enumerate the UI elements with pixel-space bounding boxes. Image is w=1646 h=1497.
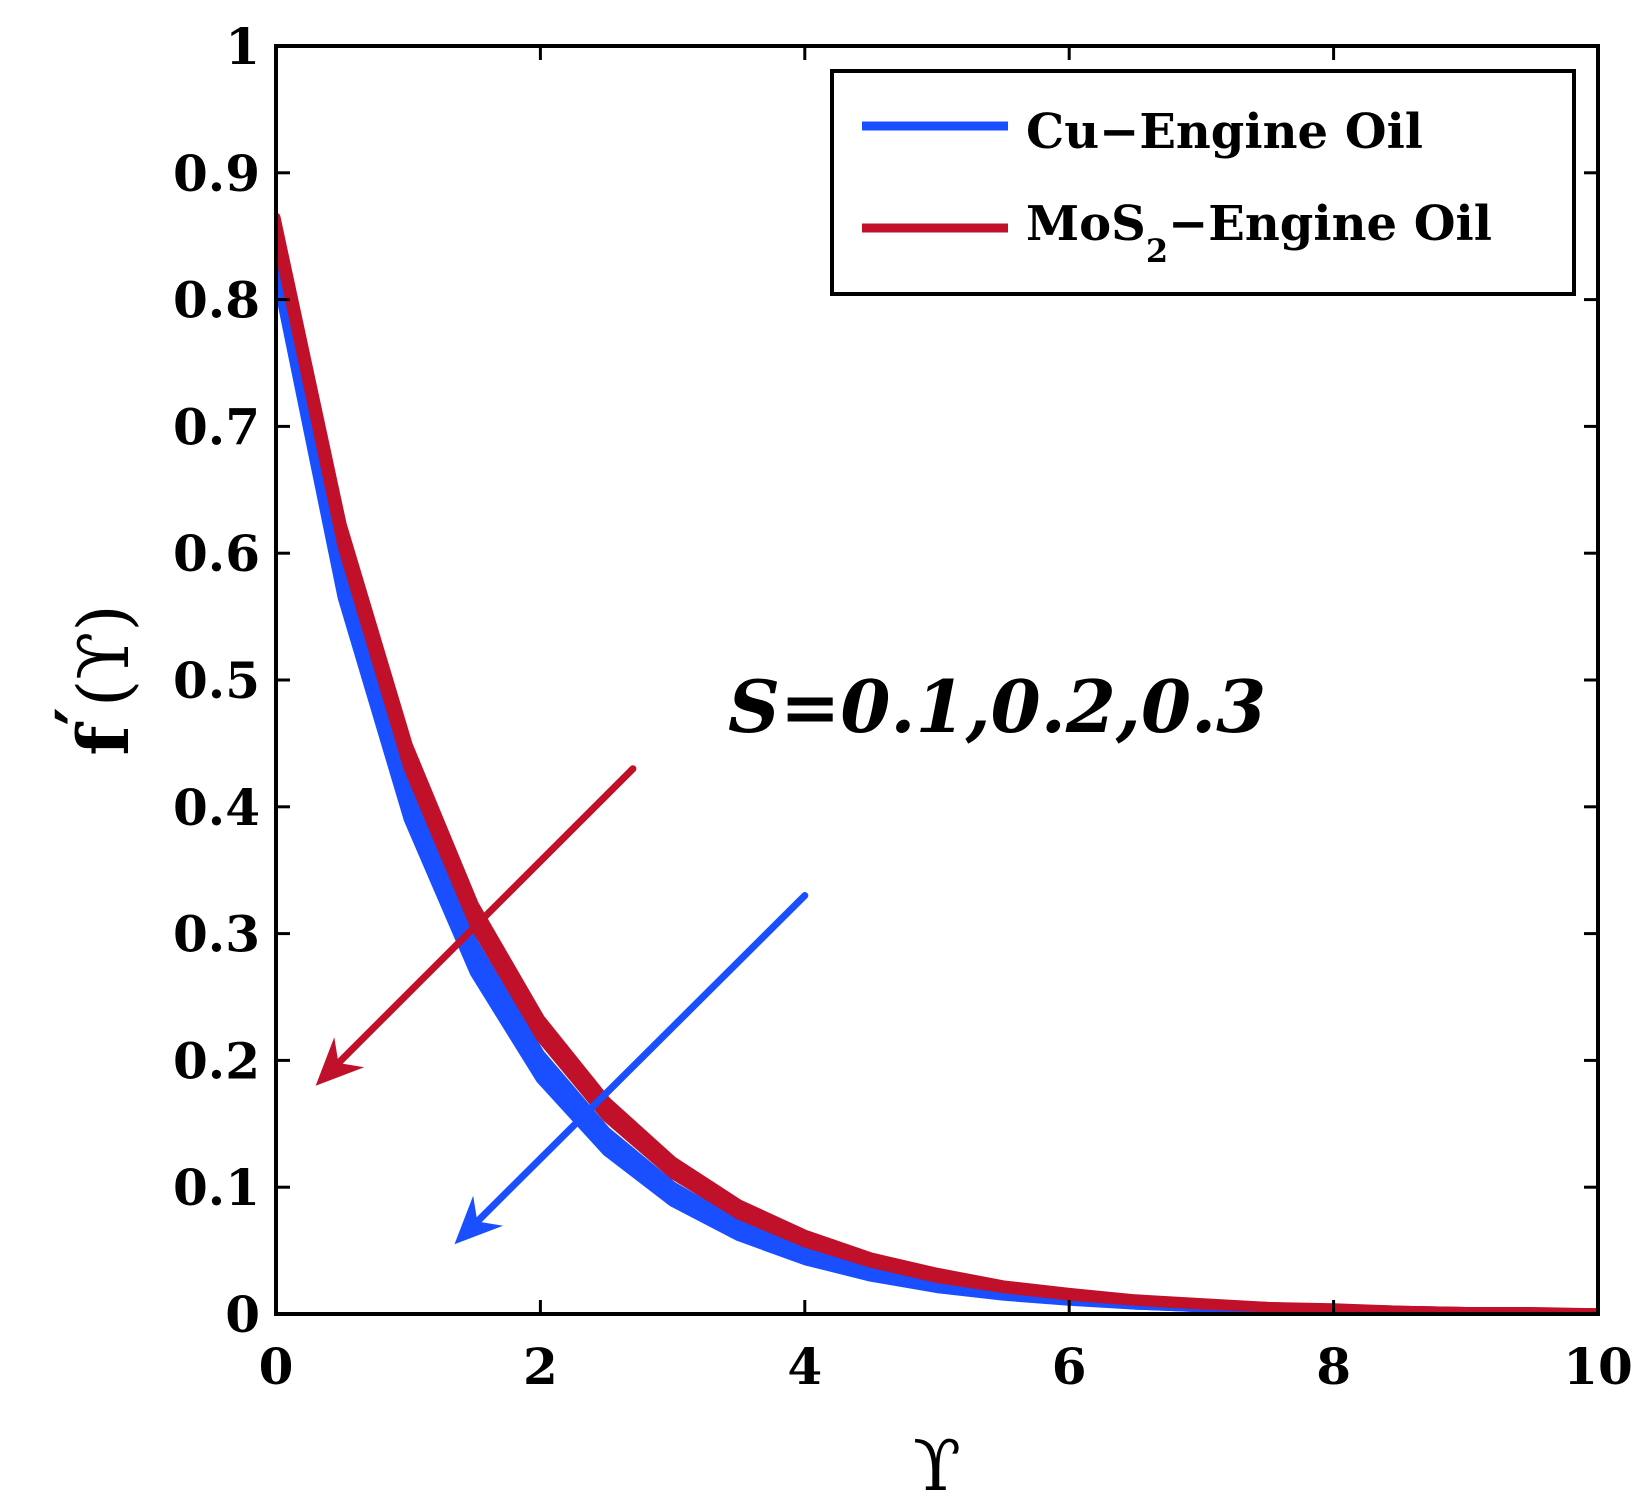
x-tick-label: 8 [1316, 1337, 1351, 1396]
arrow-head-cu [454, 1195, 504, 1245]
legend-label-mos2-main: MoS [1026, 196, 1146, 252]
y-tick-label: 0.6 [173, 524, 260, 583]
arrow-shaft-mos2 [333, 765, 637, 1069]
x-tick-label: 4 [787, 1337, 822, 1396]
y-axis-label-arg: (ϒ) [63, 604, 145, 707]
y-tick-label: 0.8 [173, 271, 260, 330]
x-tick-label: 10 [1563, 1337, 1633, 1396]
x-tick-label: 2 [523, 1337, 558, 1396]
y-tick-label: 1 [225, 17, 260, 76]
legend-label-cu: Cu−Engine Oil [1026, 104, 1423, 160]
series-line-mos2-s01 [276, 212, 1598, 1314]
y-tick-label: 0.9 [173, 144, 260, 203]
y-tick-label: 0.7 [173, 397, 260, 456]
legend-label-mos2-rest: −Engine Oil [1168, 196, 1492, 252]
legend-label-mos2-subscript: 2 [1146, 232, 1168, 270]
y-tick-label: 0.4 [173, 778, 260, 837]
legend: Cu−Engine Oil MoS2−Engine Oil [830, 69, 1576, 296]
series-line-cu-s03 [276, 269, 1598, 1314]
series-line-mos2-s02 [276, 221, 1598, 1314]
legend-box [830, 69, 1576, 296]
arrow-head-mos2 [315, 1037, 365, 1086]
series-layer [276, 212, 1598, 1314]
arrow-layer [315, 765, 809, 1245]
y-tick-label: 0.2 [173, 1031, 260, 1090]
arrow-shaft-cu [472, 892, 809, 1227]
y-tick-label: 0.5 [173, 651, 260, 710]
y-tick-label: 0 [225, 1285, 260, 1344]
y-axis-label: f′(ϒ) [40, 604, 145, 755]
series-line-cu-s01 [276, 244, 1598, 1314]
tick-layer: 0 2 4 6 8 10 0 0.1 0.2 0.3 0.4 0.5 0.6 0.7 0.8 0.9 1 [173, 17, 1633, 1396]
x-axis-label: ϒ [913, 1425, 961, 1497]
y-axis-label-text: f′(ϒ) [40, 604, 145, 755]
y-axis-label-main: f [62, 722, 145, 756]
y-axis-label-prime: ′ [40, 707, 123, 725]
series-line-cu-s02 [276, 257, 1598, 1314]
x-tick-label: 0 [259, 1337, 294, 1396]
x-tick-label: 6 [1052, 1337, 1087, 1396]
legend-label-mos2: MoS2−Engine Oil [1026, 196, 1492, 270]
series-line-mos2-s03 [276, 231, 1598, 1314]
s-parameter-annotation: S=0.1,0.2,0.3 [728, 664, 1266, 749]
y-tick-label: 0.3 [173, 905, 260, 964]
y-tick-label: 0.1 [173, 1158, 260, 1217]
